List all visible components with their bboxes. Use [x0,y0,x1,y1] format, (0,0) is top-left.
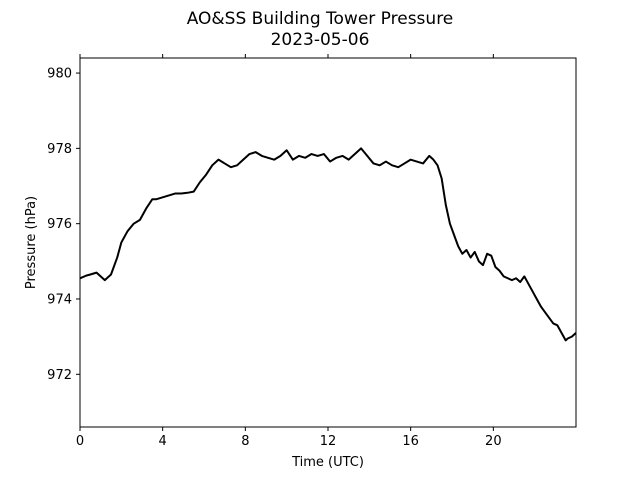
plot-area [80,58,576,427]
plot-frame [79,57,577,428]
pressure-series-line [79,147,577,342]
y-tick-label: 972 [47,368,72,383]
y-tick-label: 976 [47,217,72,232]
x-tick-label: 4 [159,434,167,449]
y-tick-label: 980 [47,67,72,82]
chart-subtitle: 2023-05-06 [271,30,370,50]
y-axis-label: Pressure (hPa) [24,196,39,289]
y-tick-label: 978 [47,142,72,157]
x-tick-label: 0 [76,434,84,449]
series-layer [79,147,577,342]
x-tick-label: 16 [402,434,419,449]
x-tick-label: 12 [320,434,337,449]
chart-title: AO&SS Building Tower Pressure [187,9,454,29]
x-tick-label: 8 [241,434,249,449]
x-tick-label: 20 [485,434,502,449]
x-axis-label: Time (UTC) [291,455,364,470]
axis-ticks: 0 4 8 12 16 20 972 974 976 978 980 [47,54,502,449]
y-tick-label: 974 [47,292,72,307]
